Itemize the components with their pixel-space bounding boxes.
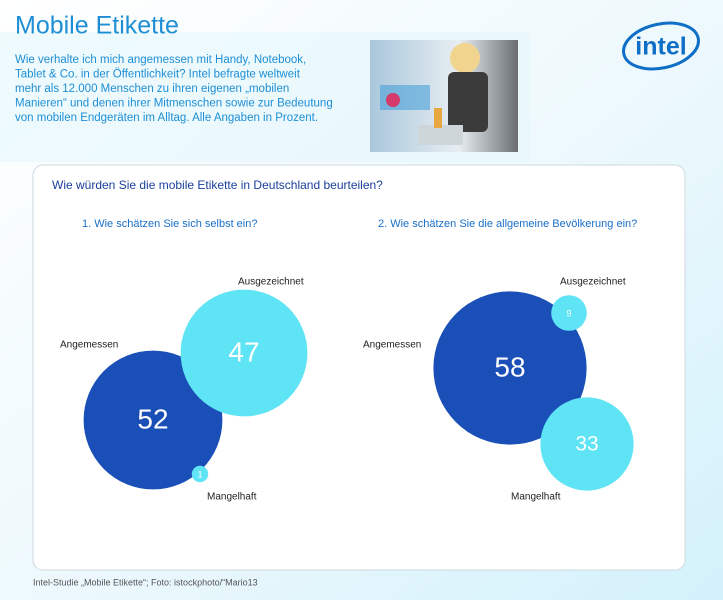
bubble-value: 47 (228, 336, 259, 367)
logo-text: intel (635, 33, 686, 61)
chart-title: 2. Wie schätzen Sie die allgemeine Bevöl… (378, 218, 637, 230)
category-label: Mangelhaft (207, 492, 257, 503)
intro: Wie verhalte ich mich angemessen mit Han… (15, 54, 333, 124)
category-label: Ausgezeichnet (560, 277, 626, 288)
bubble (540, 397, 634, 491)
intro-line: Wie verhalte ich mich angemessen mit Han… (15, 54, 306, 66)
bubble-value: 9 (566, 308, 571, 318)
bubble-value: 1 (197, 469, 202, 479)
intel-logo: intel (622, 21, 700, 71)
source: Intel-Studie „Mobile Etikette“; Foto: is… (33, 577, 258, 587)
intro-line: Tablet & Co. in der Öffentlichkeit? Inte… (15, 69, 301, 81)
bubble (551, 295, 587, 331)
intro-line: mehr als 12.000 Menschen zu ihren eigene… (15, 83, 289, 95)
intro-line: von mobilen Endgeräten im Alltag. Alle A… (15, 112, 318, 124)
category-label: Mangelhaft (511, 492, 561, 503)
category-label: Angemessen (363, 340, 421, 351)
bubble-value: 58 (494, 351, 525, 382)
page-title: Mobile Etikette (15, 12, 179, 40)
chart-title: 1. Wie schätzen Sie sich selbst ein? (82, 218, 257, 230)
bubble-value: 33 (575, 433, 598, 456)
intro-line: Manieren“ und denen ihrer Mitmenschen so… (15, 98, 333, 110)
bubble (180, 289, 308, 417)
photo (370, 40, 518, 152)
category-label: Angemessen (60, 340, 118, 351)
question: Wie würden Sie die mobile Etikette in De… (52, 178, 383, 192)
bubble (191, 465, 209, 483)
category-label: Ausgezeichnet (238, 277, 304, 288)
bubble (433, 291, 587, 445)
bubble-value: 52 (137, 403, 168, 434)
bubble (83, 350, 223, 490)
